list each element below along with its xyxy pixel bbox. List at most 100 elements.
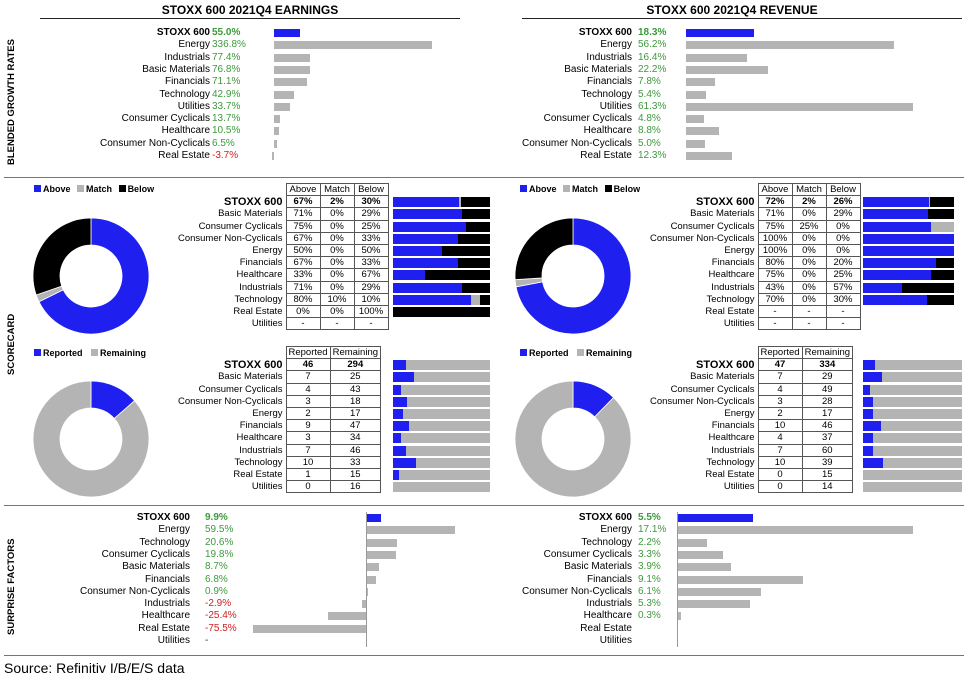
stacked-bar-match [458,197,461,208]
cell: 4 [757,431,803,445]
cell: - [319,317,355,331]
bar-mark [274,90,295,99]
bar-value-label: 59.5% [205,524,234,536]
row-label: Basic Materials [690,371,755,383]
cell: 37 [801,431,854,445]
row-label: STOXX 600 [696,358,755,371]
table-row: Real Estate 0 15 [626,467,854,482]
table-row: Technology 10 33 [150,455,382,469]
bar-value-label: 22.2% [638,63,667,75]
bar-category-label: Consumer Non-Cyclicals [521,137,632,149]
cell: 75% [285,219,321,233]
bar-value-label: 9.9% [205,512,228,523]
table-row: Technology 80% 10% 10% [150,292,389,306]
table-row: Utilities - - - [150,317,389,331]
row-label: Industrials [711,281,755,293]
cell: 57% [825,280,861,294]
donut-slice-below [514,217,574,281]
bar-value-label: 20.6% [205,536,234,548]
stacked-bar-remaining [882,372,962,383]
table-row: STOXX 600 47 334 [626,358,854,372]
bar-category-label: Real Estate [138,622,190,634]
cell: 47 [757,358,803,372]
stacked-bar-above [393,233,458,244]
bar-mark [677,538,708,547]
bar-mark [274,41,433,50]
cell: 72% [757,195,793,209]
bar-mark [686,115,704,124]
cell: 3 [285,431,331,445]
table-row: Technology 10 39 [626,455,854,469]
table-header-row: Above Match Below [626,182,861,197]
bar-value-label: 13.7% [212,113,241,125]
cell: 70% [757,292,793,306]
bar-value-label: 6.8% [205,573,228,585]
bar-value-label: 6.1% [638,585,661,597]
bar-category-label: STOXX 600 [578,27,632,38]
bar-value-label: 12.3% [638,150,667,161]
table-row: Consumer Cyclicals 75% 0% 25% [150,219,389,233]
bar-category-label: Financials [586,573,632,585]
row-label: Consumer Non-Cyclicals [649,395,755,407]
cell: 0% [791,280,827,294]
bar-mark [686,78,715,87]
table-row: Basic Materials 7 29 [626,370,854,384]
legend-above-match-below: Above Match Below [34,184,154,194]
cell: 39 [801,455,854,469]
stacked-bar-remaining [880,421,962,432]
table-row: Industrials 43% 0% 57% [626,280,861,294]
stacked-bar-remaining [870,384,962,395]
cell: 10% [319,292,355,306]
table-row: Utilities - - - [626,317,861,331]
stacked-bar-match [928,197,931,208]
stacked-bar-reported [863,457,884,468]
bar-value-label: 2.2% [638,536,661,548]
cell: 67% [285,195,321,209]
bar-mark [252,624,366,633]
bar-category-label: Industrials [144,598,190,610]
cell: 16 [329,480,382,494]
stacked-bar-reported [393,409,404,419]
cell: 2 [757,406,803,421]
cell: 29 [801,370,854,384]
row-label: Technology [234,456,283,468]
legend-swatch-match [563,185,571,192]
bar-value-label: 76.8% [212,63,241,75]
stacked-bar-reported [863,396,873,407]
cell: 43% [757,280,793,294]
bar-category-label: Energy [158,524,190,536]
cell: - [353,317,389,331]
revenue-scorecard-donut [514,217,632,335]
stacked-bar-remaining [399,470,490,480]
bar-value-label: 71.1% [212,76,241,88]
bar-value-label: 4.8% [638,113,661,125]
table-row: Industrials 7 60 [626,443,854,457]
bar-value-label: 5.4% [638,88,661,100]
bar-value-label: 42.9% [212,88,241,100]
donut-slice-above [515,217,632,335]
bar-axis [686,27,687,162]
bar-mark [366,526,456,535]
bar-category-label: Technology [159,88,210,100]
table-row: Consumer Cyclicals 75% 25% 0% [626,219,861,233]
table-row: Energy 2 17 [150,406,382,421]
bar-mark [274,53,311,62]
table-row: Basic Materials 7 25 [150,370,382,384]
bar-value-label: 7.8% [638,76,661,88]
row-label: STOXX 600 [224,358,283,371]
stacked-bar-reported [393,445,406,456]
row-label: Basic Materials [218,208,283,220]
cell: 46 [329,443,382,457]
bar-category-label: Utilities [599,100,632,112]
bar-mark [686,139,705,148]
legend-label-match: Match [86,184,113,194]
row-label: Healthcare [236,269,283,281]
table-row: Financials 10 46 [626,419,854,433]
table-row: Consumer Non-Cyclicals 100% 0% 0% [626,231,861,245]
bar-mark [274,115,281,124]
bar-category-label: Consumer Cyclicals [543,113,632,125]
cell: 0% [319,280,355,294]
table-row: STOXX 600 67% 2% 30% [150,195,389,209]
bar-category-label: Healthcare [583,125,632,137]
stacked-bar-remaining [393,482,490,493]
